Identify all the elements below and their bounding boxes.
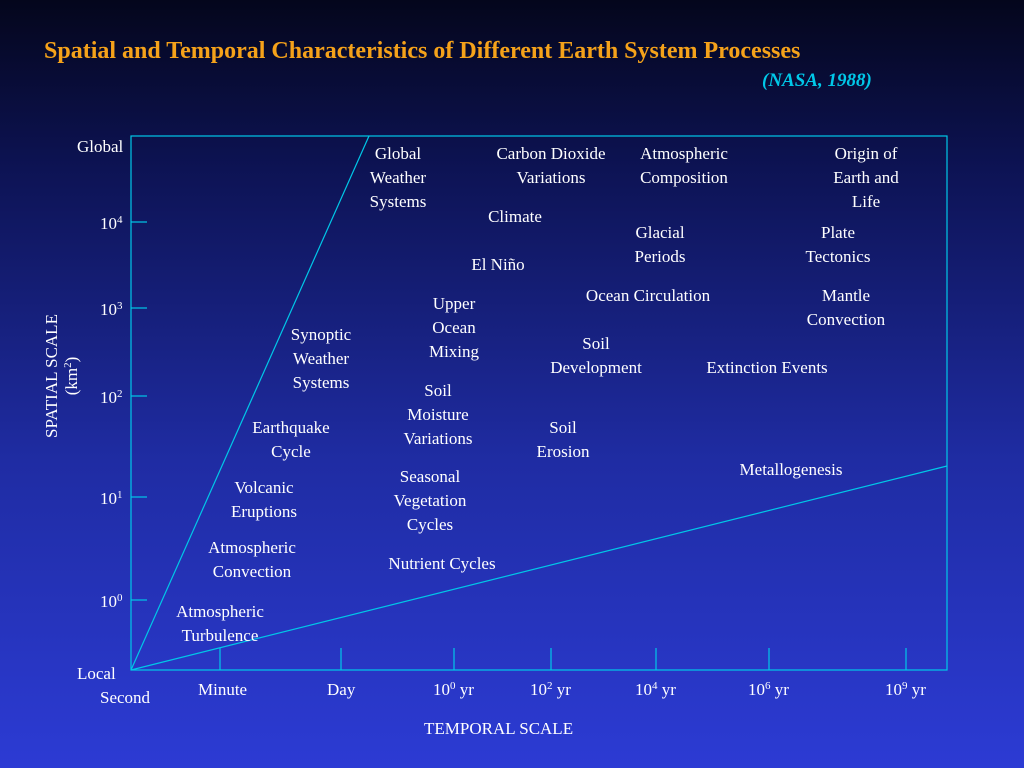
process-label-origin-of-earth-and-life: Origin of Earth and Life: [833, 144, 899, 211]
process-label-synoptic-weather-systems: Synoptic Weather Systems: [290, 325, 352, 392]
y-tick-label: 100: [100, 592, 123, 611]
process-label-upper-ocean-mixing: Upper Ocean Mixing: [428, 294, 480, 361]
process-label-atmospheric-turbulence: Atmospheric Turbulence: [176, 602, 264, 645]
y-tick-label: 102: [100, 388, 123, 407]
x-tick-label: 104 yr: [635, 680, 676, 699]
process-label-soil-development: Soil Development: [550, 334, 642, 377]
y-tick-marks: [131, 221, 147, 601]
process-label-extinction-events: Extinction Events: [706, 358, 828, 377]
process-label-glacial-periods: Glacial Periods: [634, 223, 686, 266]
lower-boundary-line: [130, 465, 948, 671]
plot-border: [130, 135, 948, 671]
x-tick-label: Day: [327, 680, 356, 699]
y-tick-label: 104: [100, 214, 123, 233]
y-tick-label: Global: [77, 137, 124, 156]
process-label-seasonal-vegetation-cycles: Seasonal Vegetation Cycles: [393, 467, 467, 534]
y-tick-label: 101: [100, 489, 123, 508]
x-tick-label: 100 yr: [433, 680, 474, 699]
process-label-mantle-convection: Mantle Convection: [806, 286, 886, 329]
process-label-el-nino: El Niño: [471, 255, 525, 274]
process-label-global-weather-systems: Global Weather Systems: [369, 144, 427, 211]
x-tick-label: 109 yr: [885, 680, 926, 699]
process-label-nutrient-cycles: Nutrient Cycles: [388, 554, 496, 573]
x-axis-title: TEMPORAL SCALE: [424, 719, 574, 738]
process-label-atmospheric-convection: Atmospheric Convection: [208, 538, 296, 581]
process-label-atmospheric-composition: Atmospheric Composition: [640, 144, 728, 187]
upper-boundary-line: [130, 135, 370, 671]
process-label-plate-tectonics: Plate Tectonics: [805, 223, 871, 266]
y-tick-label: 103: [100, 300, 123, 319]
slide-title: Spatial and Temporal Characteristics of …: [44, 38, 801, 64]
citation: (NASA, 1988): [762, 70, 872, 91]
process-label-volcanic-eruptions: Volcanic Eruptions: [230, 478, 298, 521]
x-tick-label: Second: [100, 688, 151, 707]
process-label-carbon-dioxide-variations: Carbon Dioxide Variations: [496, 144, 606, 187]
process-label-soil-erosion: Soil Erosion: [536, 418, 590, 461]
x-tick-label: 106 yr: [748, 680, 789, 699]
process-label-earthquake-cycle: Earthquake Cycle: [252, 418, 330, 461]
y-tick-label: Local: [77, 664, 116, 683]
process-label-climate: Climate: [488, 207, 542, 226]
x-tick-label: Minute: [198, 680, 248, 699]
x-tick-label: 102 yr: [530, 680, 571, 699]
process-label-metallogenesis: Metallogenesis: [739, 460, 843, 479]
process-label-ocean-circulation: Ocean Circulation: [585, 286, 711, 305]
process-label-soil-moisture-variations: Soil Moisture Variations: [403, 381, 473, 448]
x-tick-marks: [219, 648, 907, 670]
